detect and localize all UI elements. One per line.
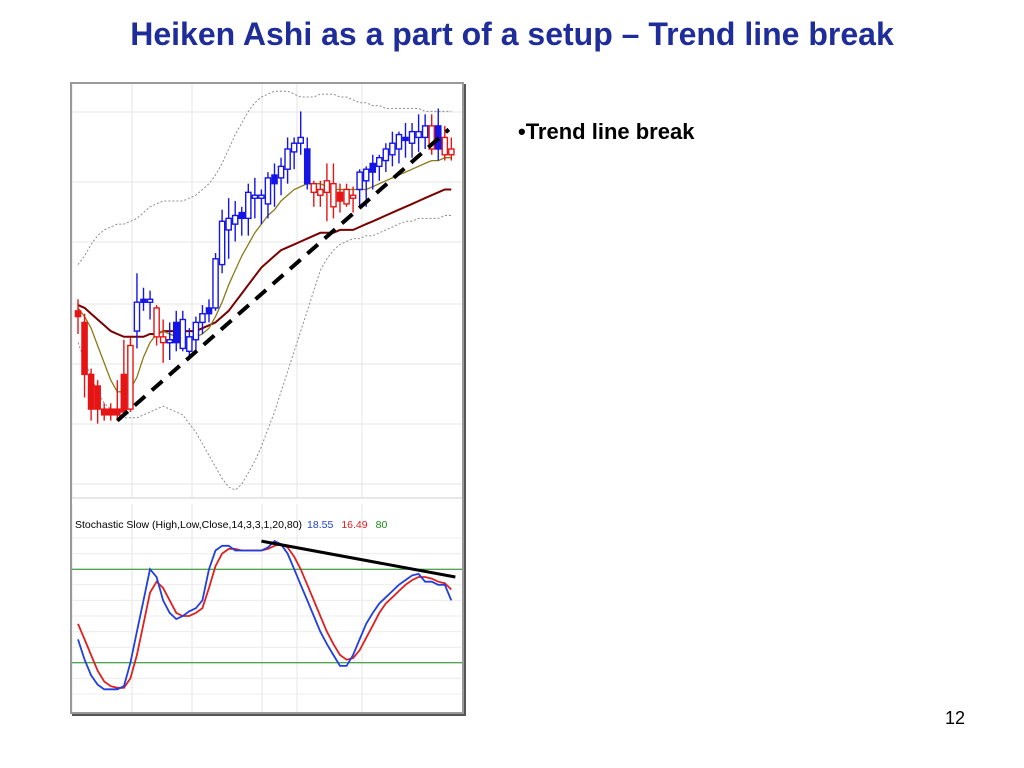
candle-body	[146, 298, 154, 303]
chart-svg: Stochastic Slow (High,Low,Close,14,3,3,1…	[72, 84, 462, 712]
candle-body	[402, 136, 409, 142]
bullet-point: •Trend line break	[518, 119, 695, 144]
candle-body	[94, 385, 101, 410]
page-number: 12	[944, 708, 965, 728]
stochastic-lines	[77, 540, 453, 691]
slide-title: Heiken Ashi as a part of a setup – Trend…	[130, 16, 894, 52]
candle-body	[382, 148, 390, 162]
stochastic-level-readout: 80	[376, 519, 388, 531]
price-grid	[72, 84, 462, 498]
candle-body	[428, 125, 436, 150]
candle-body	[356, 171, 363, 191]
candle-body	[172, 321, 180, 344]
candle-body	[415, 130, 422, 139]
candle-body	[127, 344, 134, 410]
candle-body	[395, 133, 403, 150]
chart-frame: Stochastic Slow (High,Low,Close,14,3,3,1…	[70, 82, 464, 714]
candle-body	[251, 194, 259, 199]
candle-body	[271, 174, 278, 185]
candle-body	[284, 148, 291, 170]
candle-body	[441, 136, 449, 156]
candle-body	[349, 194, 357, 199]
candle-body	[218, 220, 226, 266]
candle-body	[343, 188, 350, 205]
candle-body	[297, 136, 305, 144]
bullet-text: Trend line break	[525, 119, 695, 144]
candle-body	[389, 142, 396, 156]
candle-body	[336, 191, 344, 202]
candle-body	[303, 148, 311, 185]
candle-body	[100, 408, 108, 416]
candle-body	[166, 339, 173, 344]
candle-body	[369, 162, 377, 173]
candle-body	[290, 142, 298, 153]
candle-body	[231, 214, 239, 225]
bollinger-lower-line	[77, 215, 452, 491]
candle-body	[258, 194, 265, 199]
candle-body	[140, 298, 147, 303]
candle-body	[120, 373, 128, 413]
stochastic-k-readout: 18.55	[307, 519, 333, 531]
candle-body	[225, 217, 232, 231]
stochastic-d-readout: 16.49	[341, 519, 367, 531]
candle-body	[238, 211, 246, 220]
candle-body	[199, 313, 206, 324]
price-trend-line-group	[115, 127, 451, 423]
stochastic-trend-line	[261, 539, 456, 579]
candle-body	[310, 182, 318, 194]
candle-body	[323, 180, 331, 194]
stochastic-grid	[72, 504, 462, 712]
candle-body	[264, 177, 272, 205]
candle-body	[114, 408, 121, 416]
candle-body	[448, 148, 455, 156]
candle-body	[317, 188, 324, 196]
candle-body	[159, 336, 167, 344]
candle-body	[421, 125, 429, 139]
price-dashed-trend-line	[115, 127, 451, 423]
slow-moving-average-line	[77, 188, 452, 338]
stochastic-title: Stochastic Slow (High,Low,Close,14,3,3,1…	[75, 519, 302, 531]
candle-body	[362, 168, 370, 182]
candle-body	[376, 156, 383, 168]
candle-body	[277, 165, 285, 179]
candle-body	[81, 321, 88, 376]
candle-body	[186, 336, 193, 353]
candle-body	[107, 408, 115, 416]
candle-body	[205, 307, 213, 315]
candle-body	[74, 310, 82, 318]
candle-body	[153, 307, 160, 338]
candle-body	[192, 321, 200, 341]
candle-body	[212, 258, 219, 309]
bollinger-bands	[77, 90, 452, 491]
stochastic-k-line	[77, 540, 453, 691]
candle-body	[244, 191, 252, 220]
fast-moving-average-line	[77, 157, 452, 393]
candle-body	[133, 301, 141, 332]
candle-body	[434, 125, 442, 150]
candle-body	[330, 182, 337, 208]
candle-body	[179, 318, 187, 350]
stochastic-trend-line-group	[261, 539, 456, 579]
candles	[74, 108, 455, 424]
candle-body	[87, 373, 95, 410]
moving-averages	[77, 157, 452, 393]
candle-body	[408, 130, 416, 144]
